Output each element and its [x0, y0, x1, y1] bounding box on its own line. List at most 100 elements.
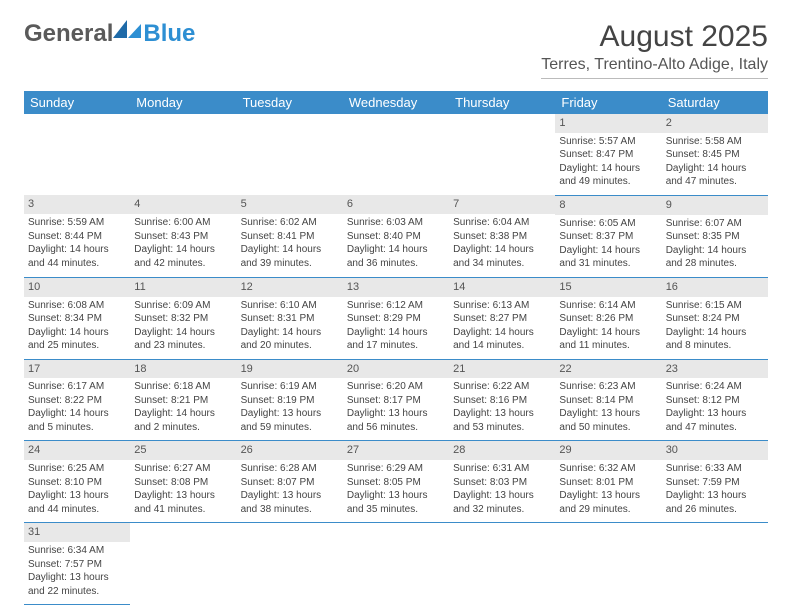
sunset-text: Sunset: 8:40 PM — [347, 230, 445, 244]
sunrise-text: Sunrise: 6:13 AM — [453, 299, 551, 313]
day-number: 3 — [24, 195, 130, 214]
logo-general: General — [24, 20, 113, 48]
daylight-text: Daylight: 13 hours and 47 minutes. — [666, 407, 764, 434]
weekday-header: Monday — [130, 91, 236, 114]
daylight-text: Daylight: 14 hours and 34 minutes. — [453, 243, 551, 270]
sunrise-text: Sunrise: 6:12 AM — [347, 299, 445, 313]
day-number: 13 — [343, 278, 449, 297]
calendar-table: SundayMondayTuesdayWednesdayThursdayFrid… — [24, 91, 768, 605]
calendar-cell: 23Sunrise: 6:24 AMSunset: 8:12 PMDayligh… — [662, 359, 768, 441]
day-number: 11 — [130, 278, 236, 297]
calendar-cell: 11Sunrise: 6:09 AMSunset: 8:32 PMDayligh… — [130, 277, 236, 359]
day-number: 22 — [555, 360, 661, 379]
calendar-cell — [24, 114, 130, 195]
day-number: 28 — [449, 441, 555, 460]
daylight-text: Daylight: 14 hours and 36 minutes. — [347, 243, 445, 270]
sunrise-text: Sunrise: 6:33 AM — [666, 462, 764, 476]
day-number: 21 — [449, 360, 555, 379]
calendar-week: 24Sunrise: 6:25 AMSunset: 8:10 PMDayligh… — [24, 441, 768, 523]
daylight-text: Daylight: 13 hours and 53 minutes. — [453, 407, 551, 434]
sunset-text: Sunset: 8:45 PM — [666, 148, 764, 162]
sunset-text: Sunset: 8:10 PM — [28, 476, 126, 490]
daylight-text: Daylight: 13 hours and 35 minutes. — [347, 489, 445, 516]
sunset-text: Sunset: 8:12 PM — [666, 394, 764, 408]
day-number: 30 — [662, 441, 768, 460]
calendar-cell — [449, 523, 555, 605]
calendar-cell — [555, 523, 661, 605]
calendar-cell: 31Sunrise: 6:34 AMSunset: 7:57 PMDayligh… — [24, 523, 130, 605]
calendar-cell: 21Sunrise: 6:22 AMSunset: 8:16 PMDayligh… — [449, 359, 555, 441]
calendar-week: 31Sunrise: 6:34 AMSunset: 7:57 PMDayligh… — [24, 523, 768, 605]
calendar-cell: 3 Sunrise: 5:59 AMSunset: 8:44 PMDaylight… — [24, 195, 130, 277]
weekday-header: Wednesday — [343, 91, 449, 114]
day-number: 8 — [555, 196, 661, 215]
sunrise-text: Sunrise: 6:02 AM — [241, 216, 339, 230]
calendar-cell: 2Sunrise: 5:58 AMSunset: 8:45 PMDaylight… — [662, 114, 768, 195]
sunrise-text: Sunrise: 6:03 AM — [347, 216, 445, 230]
day-number: 15 — [555, 278, 661, 297]
calendar-cell: 8Sunrise: 6:05 AMSunset: 8:37 PMDaylight… — [555, 195, 661, 277]
sunset-text: Sunset: 8:01 PM — [559, 476, 657, 490]
daylight-text: Daylight: 13 hours and 56 minutes. — [347, 407, 445, 434]
daylight-text: Daylight: 13 hours and 38 minutes. — [241, 489, 339, 516]
weekday-header-row: SundayMondayTuesdayWednesdayThursdayFrid… — [24, 91, 768, 114]
calendar-cell: 20Sunrise: 6:20 AMSunset: 8:17 PMDayligh… — [343, 359, 449, 441]
calendar-cell — [343, 523, 449, 605]
day-number: 10 — [24, 278, 130, 297]
sunrise-text: Sunrise: 5:58 AM — [666, 135, 764, 149]
sunrise-text: Sunrise: 6:17 AM — [28, 380, 126, 394]
sunrise-text: Sunrise: 6:14 AM — [559, 299, 657, 313]
sunset-text: Sunset: 8:26 PM — [559, 312, 657, 326]
calendar-cell — [449, 114, 555, 195]
calendar-cell: 28Sunrise: 6:31 AMSunset: 8:03 PMDayligh… — [449, 441, 555, 523]
sunset-text: Sunset: 8:08 PM — [134, 476, 232, 490]
day-number: 29 — [555, 441, 661, 460]
calendar-cell: 22Sunrise: 6:23 AMSunset: 8:14 PMDayligh… — [555, 359, 661, 441]
sunset-text: Sunset: 8:05 PM — [347, 476, 445, 490]
weekday-header: Thursday — [449, 91, 555, 114]
sunrise-text: Sunrise: 6:34 AM — [28, 544, 126, 558]
sunset-text: Sunset: 8:43 PM — [134, 230, 232, 244]
weekday-header: Saturday — [662, 91, 768, 114]
calendar-cell: 7Sunrise: 6:04 AMSunset: 8:38 PMDaylight… — [449, 195, 555, 277]
day-number: 26 — [237, 441, 343, 460]
calendar-cell — [130, 523, 236, 605]
daylight-text: Daylight: 13 hours and 59 minutes. — [241, 407, 339, 434]
sunrise-text: Sunrise: 6:31 AM — [453, 462, 551, 476]
calendar-cell: 19Sunrise: 6:19 AMSunset: 8:19 PMDayligh… — [237, 359, 343, 441]
day-number: 18 — [130, 360, 236, 379]
calendar-cell: 24Sunrise: 6:25 AMSunset: 8:10 PMDayligh… — [24, 441, 130, 523]
calendar-week: 10Sunrise: 6:08 AMSunset: 8:34 PMDayligh… — [24, 277, 768, 359]
calendar-week: 3Sunrise: 5:59 AMSunset: 8:44 PMDaylight… — [24, 195, 768, 277]
calendar-cell — [343, 114, 449, 195]
sunset-text: Sunset: 8:37 PM — [559, 230, 657, 244]
sunrise-text: Sunrise: 6:32 AM — [559, 462, 657, 476]
calendar-cell: 29Sunrise: 6:32 AMSunset: 8:01 PMDayligh… — [555, 441, 661, 523]
calendar-cell: 5Sunrise: 6:02 AMSunset: 8:41 PMDaylight… — [237, 195, 343, 277]
daylight-text: Daylight: 13 hours and 22 minutes. — [28, 571, 126, 598]
day-number: 2 — [662, 114, 768, 133]
daylight-text: Daylight: 14 hours and 39 minutes. — [241, 243, 339, 270]
day-number: 14 — [449, 278, 555, 297]
calendar-cell: 6Sunrise: 6:03 AMSunset: 8:40 PMDaylight… — [343, 195, 449, 277]
calendar-cell: 25Sunrise: 6:27 AMSunset: 8:08 PMDayligh… — [130, 441, 236, 523]
sunset-text: Sunset: 8:27 PM — [453, 312, 551, 326]
daylight-text: Daylight: 14 hours and 5 minutes. — [28, 407, 126, 434]
daylight-text: Daylight: 14 hours and 44 minutes. — [28, 243, 126, 270]
sunrise-text: Sunrise: 5:57 AM — [559, 135, 657, 149]
sunrise-text: Sunrise: 6:18 AM — [134, 380, 232, 394]
weekday-header: Sunday — [24, 91, 130, 114]
sunset-text: Sunset: 8:44 PM — [28, 230, 126, 244]
weekday-header: Friday — [555, 91, 661, 114]
sunrise-text: Sunrise: 5:59 AM — [28, 216, 126, 230]
sunset-text: Sunset: 7:59 PM — [666, 476, 764, 490]
sunset-text: Sunset: 8:03 PM — [453, 476, 551, 490]
calendar-cell: 17Sunrise: 6:17 AMSunset: 8:22 PMDayligh… — [24, 359, 130, 441]
daylight-text: Daylight: 13 hours and 50 minutes. — [559, 407, 657, 434]
location-text: Terres, Trentino-Alto Adige, Italy — [541, 56, 768, 79]
calendar-week: 17Sunrise: 6:17 AMSunset: 8:22 PMDayligh… — [24, 359, 768, 441]
sunset-text: Sunset: 8:32 PM — [134, 312, 232, 326]
sunrise-text: Sunrise: 6:20 AM — [347, 380, 445, 394]
weekday-header: Tuesday — [237, 91, 343, 114]
sunrise-text: Sunrise: 6:22 AM — [453, 380, 551, 394]
